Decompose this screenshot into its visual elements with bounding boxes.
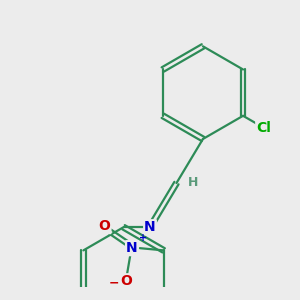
Text: H: H (188, 176, 198, 189)
Text: O: O (99, 219, 110, 233)
Text: O: O (121, 274, 133, 288)
Text: −: − (109, 276, 119, 289)
Text: +: + (139, 233, 147, 244)
Text: N: N (144, 220, 156, 234)
Text: N: N (126, 241, 138, 255)
Text: Cl: Cl (256, 121, 271, 135)
